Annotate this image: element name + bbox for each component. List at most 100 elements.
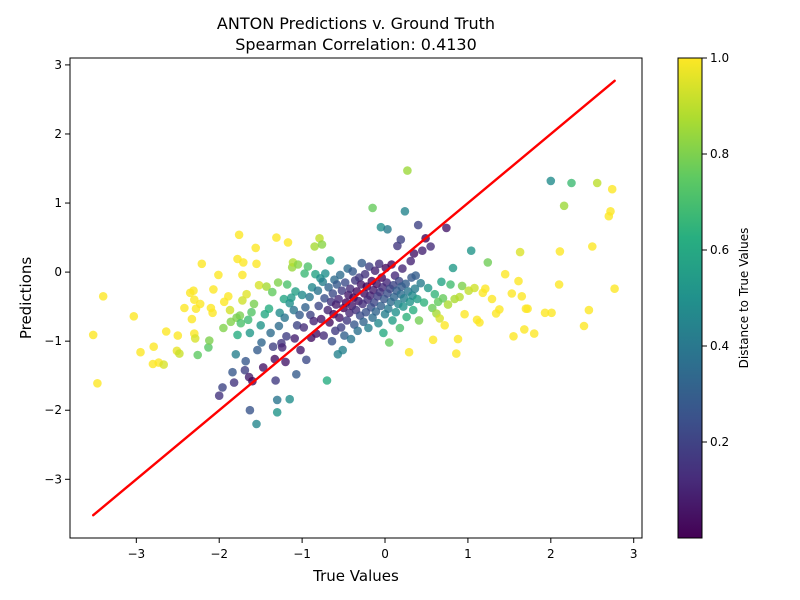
data-point — [487, 294, 497, 304]
data-point — [393, 241, 402, 251]
data-point — [338, 345, 348, 355]
colorbar-tick-label: 0.6 — [710, 243, 729, 257]
x-axis-ticks: −3 −2 −1 0 1 2 3 — [127, 538, 638, 561]
data-point — [281, 357, 290, 367]
data-point — [509, 332, 518, 341]
data-point — [301, 303, 310, 312]
data-point — [400, 207, 410, 216]
x-tick-label: 0 — [381, 547, 389, 561]
data-point — [238, 296, 247, 305]
data-point — [296, 345, 305, 355]
data-point — [399, 302, 408, 311]
data-point — [129, 312, 139, 321]
data-point — [310, 242, 319, 251]
points-layer — [88, 166, 619, 429]
colorbar-title: Distance to True Values — [737, 228, 751, 369]
data-point — [173, 331, 183, 340]
data-point — [555, 247, 565, 256]
data-point — [274, 321, 284, 331]
reference-line — [92, 79, 616, 517]
data-point — [515, 247, 525, 257]
data-point — [327, 336, 337, 346]
data-point — [245, 328, 255, 338]
data-point — [368, 203, 377, 213]
data-point — [374, 259, 384, 269]
data-point — [607, 184, 617, 194]
plot-frame — [69, 57, 643, 539]
data-point — [457, 281, 467, 291]
data-point — [240, 365, 250, 375]
y-axis-title: Predictions — [17, 257, 35, 340]
data-point — [428, 335, 438, 345]
data-point — [391, 307, 401, 317]
data-point — [357, 258, 367, 268]
data-point — [483, 258, 493, 267]
data-point — [326, 256, 335, 265]
data-point — [370, 266, 380, 276]
data-point — [460, 309, 469, 319]
data-point — [413, 294, 422, 304]
data-point — [470, 283, 479, 293]
colorbar-ticks: 0.2 0.4 0.6 0.8 1.0 — [702, 51, 729, 449]
data-point — [292, 321, 302, 330]
data-point — [322, 376, 332, 385]
data-point — [448, 263, 458, 273]
data-point — [410, 284, 420, 294]
y-tick-label: 3 — [54, 58, 62, 72]
data-point — [387, 260, 396, 269]
data-point — [426, 242, 435, 251]
data-point — [452, 349, 461, 358]
data-point — [406, 256, 416, 266]
data-point — [214, 391, 224, 401]
data-point — [219, 323, 228, 333]
data-point — [299, 323, 309, 332]
data-point — [245, 405, 255, 415]
x-tick-label: −2 — [210, 547, 228, 561]
data-point — [319, 331, 329, 340]
data-point — [408, 305, 418, 315]
data-point — [546, 176, 556, 186]
data-point — [374, 318, 383, 328]
data-point — [252, 259, 261, 269]
data-point — [346, 334, 356, 344]
data-point — [180, 303, 189, 313]
data-point — [402, 312, 411, 322]
x-tick-label: 2 — [547, 547, 555, 561]
data-point — [517, 292, 527, 301]
data-point — [197, 259, 207, 269]
data-point — [437, 277, 446, 287]
colorbar — [677, 57, 703, 539]
data-point — [283, 238, 293, 247]
data-point — [379, 328, 388, 338]
data-point — [234, 230, 244, 240]
colorbar-tick-label: 1.0 — [710, 51, 729, 65]
data-point — [187, 314, 197, 324]
data-point — [588, 242, 597, 251]
data-point — [297, 290, 307, 300]
y-tick-label: 1 — [54, 196, 62, 210]
data-point — [289, 305, 299, 315]
data-point — [149, 342, 158, 352]
data-point — [235, 311, 245, 320]
data-point — [395, 323, 405, 333]
data-point — [268, 287, 277, 297]
data-point — [175, 349, 184, 358]
data-point — [401, 279, 411, 289]
data-point — [204, 343, 213, 352]
data-point — [224, 292, 233, 301]
data-point — [316, 314, 326, 324]
data-point — [272, 233, 281, 242]
data-point — [416, 278, 426, 288]
data-point — [218, 383, 227, 392]
data-point — [272, 408, 282, 417]
data-point — [414, 316, 424, 325]
data-point — [277, 343, 287, 352]
data-point — [403, 166, 412, 175]
data-point — [404, 347, 414, 357]
data-point — [262, 282, 271, 291]
data-point — [442, 223, 451, 233]
data-point — [369, 285, 378, 295]
data-point — [290, 334, 300, 343]
data-point — [409, 249, 419, 258]
